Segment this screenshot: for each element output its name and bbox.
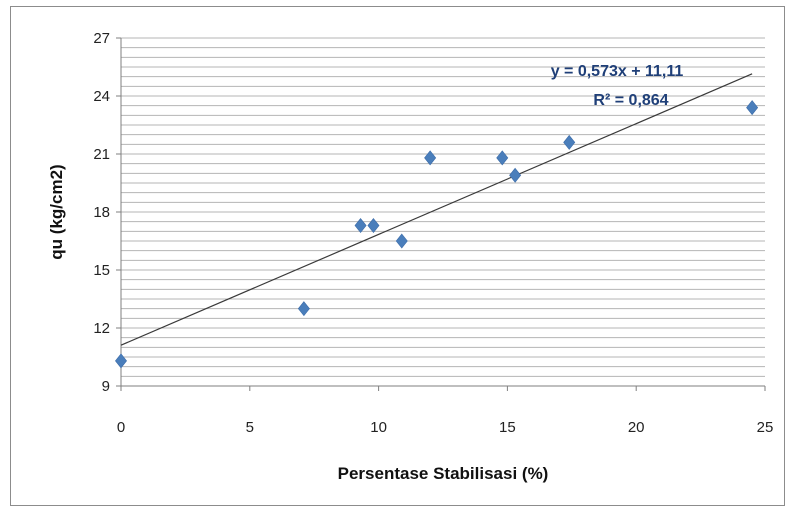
y-tick-label: 24 [93,88,110,105]
y-tick-label: 9 [102,378,110,395]
data-point [354,218,367,234]
axes [116,37,766,391]
trendline-group [120,73,753,346]
y-tick-label: 18 [93,204,110,221]
trendline-equation: y = 0,573x + 11,11 [551,63,684,80]
data-point [395,233,408,249]
x-tick-label: 0 [117,419,125,436]
data-point [509,167,522,183]
data-point [496,150,509,166]
y-tick-label: 12 [93,320,110,337]
x-tick-label: 10 [370,419,387,436]
data-point [367,218,380,234]
x-tick-label: 25 [757,419,774,436]
y-tick-label: 21 [93,146,110,163]
x-tick-label: 15 [499,419,516,436]
data-point [115,353,127,369]
chart-frame [10,6,785,506]
data-point [563,134,576,150]
data-point [746,100,759,116]
data-points [115,100,759,369]
y-tick-labels: 9 12 15 18 21 24 27 [93,30,110,395]
data-point [424,150,437,166]
y-tick-label: 15 [93,262,110,279]
y-axis-title: qu (kg/cm2) [47,164,66,259]
x-tick-label: 20 [628,419,645,436]
data-point [297,301,310,317]
x-tick-labels: 0 5 10 15 20 25 [117,419,774,436]
trendline [120,73,753,346]
x-tick-label: 5 [246,419,254,436]
y-tick-label: 27 [93,30,110,47]
x-axis-title: Persentase Stabilisasi (%) [338,464,549,483]
trendline-r2: R² = 0,864 [593,92,668,109]
